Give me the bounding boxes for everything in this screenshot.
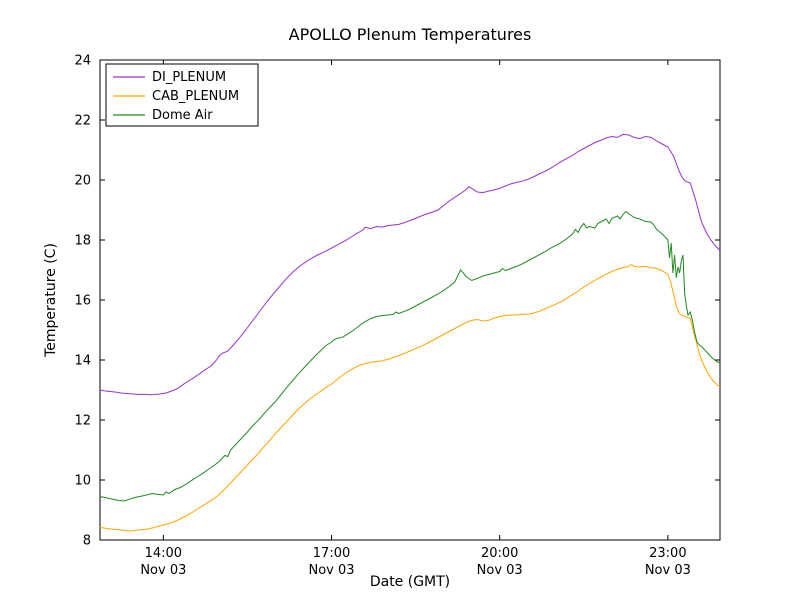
legend: DI_PLENUM CAB_PLENUM Dome Air [105,63,259,127]
y-tick-label: 10 [74,474,91,489]
y-axis-label: Temperature (C) [43,243,59,358]
legend-box [105,63,259,127]
legend-label-di-plenum: DI_PLENUM [152,70,226,85]
x-tick-time: 20:00 [481,546,518,561]
y-tick-label: 24 [74,54,91,69]
y-tick-label: 22 [74,114,91,129]
x-tick-date: Nov 03 [140,563,186,578]
y-tick-label: 14 [74,354,91,369]
chart-title: APOLLO Plenum Temperatures [289,25,532,44]
x-tick-date: Nov 03 [645,563,691,578]
plot-frame [99,59,721,541]
y-tick-label: 18 [74,234,91,249]
y-tick-label: 8 [83,534,91,549]
y-tick-label: 12 [74,414,91,429]
x-tick-date: Nov 03 [477,563,523,578]
plot-area: 8 10 12 14 16 18 20 22 24 14:00 Nov 03 17:00 Nov 03 2… [74,54,721,578]
x-tick-time: 17:00 [313,546,350,561]
y-tick-label: 16 [74,294,91,309]
x-axis-label: Date (GMT) [370,574,450,590]
legend-label-dome-air: Dome Air [152,108,213,123]
series-di-plenum [99,133,721,396]
series-dome-air [99,210,721,502]
y-tick-label: 20 [74,174,91,189]
series-cab-plenum [99,264,721,532]
legend-label-cab-plenum: CAB_PLENUM [152,89,239,104]
x-tick-time: 14:00 [145,546,182,561]
x-tick-date: Nov 03 [308,563,354,578]
x-tick-time: 23:00 [649,546,686,561]
